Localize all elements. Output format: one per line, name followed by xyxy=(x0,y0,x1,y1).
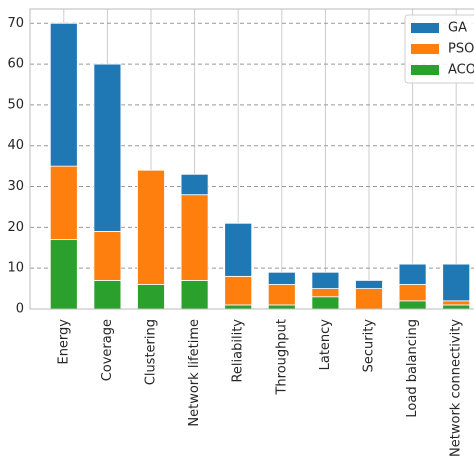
bar-segment xyxy=(49,239,78,310)
bar-segment xyxy=(224,222,253,277)
bar-segment xyxy=(267,271,296,285)
bar-segment xyxy=(442,304,471,310)
bar-segment xyxy=(398,284,427,302)
y-tick-label: 50 xyxy=(7,97,24,112)
x-tick-label: Energy xyxy=(56,319,71,365)
x-tick-label: Coverage xyxy=(100,319,115,381)
bar-segment xyxy=(49,165,78,241)
bar-segment xyxy=(311,288,340,298)
plot-frame xyxy=(29,8,474,310)
bar-segment xyxy=(311,271,340,289)
y-tick-label: 30 xyxy=(7,179,24,194)
x-tick-label: Network connectivity xyxy=(449,319,464,457)
y-tick-label: 70 xyxy=(7,16,24,31)
legend-swatch xyxy=(411,23,439,33)
bar-segment xyxy=(49,22,78,167)
bar-segment xyxy=(355,288,383,310)
bar-segment xyxy=(93,63,122,232)
x-tick-label: Clustering xyxy=(144,319,159,385)
bar-segment xyxy=(224,304,253,310)
x-tick-label: Network lifetime xyxy=(187,319,202,427)
legend-swatch xyxy=(411,65,439,75)
bar-segment xyxy=(355,280,383,289)
bar-segment xyxy=(311,296,340,310)
bar-segment xyxy=(93,231,122,281)
bar-segment xyxy=(267,304,296,310)
bar-segment xyxy=(267,284,296,306)
bar-segment xyxy=(137,169,165,285)
legend-swatch xyxy=(411,44,439,54)
bar-segment xyxy=(398,263,427,285)
x-tick-label: Latency xyxy=(318,319,333,371)
y-tick-label: 10 xyxy=(7,261,24,276)
x-tick-label: Load balancing xyxy=(405,319,420,418)
legend-label: ACO xyxy=(448,63,474,78)
y-tick-label: 40 xyxy=(7,138,24,153)
x-tick-label: Reliability xyxy=(231,319,246,383)
bar-segment xyxy=(224,275,253,306)
x-tick-label: Throughput xyxy=(274,319,289,396)
bar-segment xyxy=(398,300,427,310)
bar-segment xyxy=(442,263,471,302)
bar-segment xyxy=(180,194,209,281)
bar-segment xyxy=(180,280,209,310)
y-tick-label: 60 xyxy=(7,57,24,72)
y-tick-label: 0 xyxy=(16,302,24,317)
bar-segment xyxy=(93,280,122,310)
y-tick-label: 20 xyxy=(7,220,24,235)
legend-label: GA xyxy=(448,21,467,36)
legend: GA PSO ACO xyxy=(404,14,474,84)
bar-segment xyxy=(442,300,471,306)
bar-segment xyxy=(180,173,209,196)
x-tick-label: Security xyxy=(362,319,377,373)
legend-label: PSO xyxy=(448,42,474,57)
bar-segment xyxy=(137,284,165,310)
